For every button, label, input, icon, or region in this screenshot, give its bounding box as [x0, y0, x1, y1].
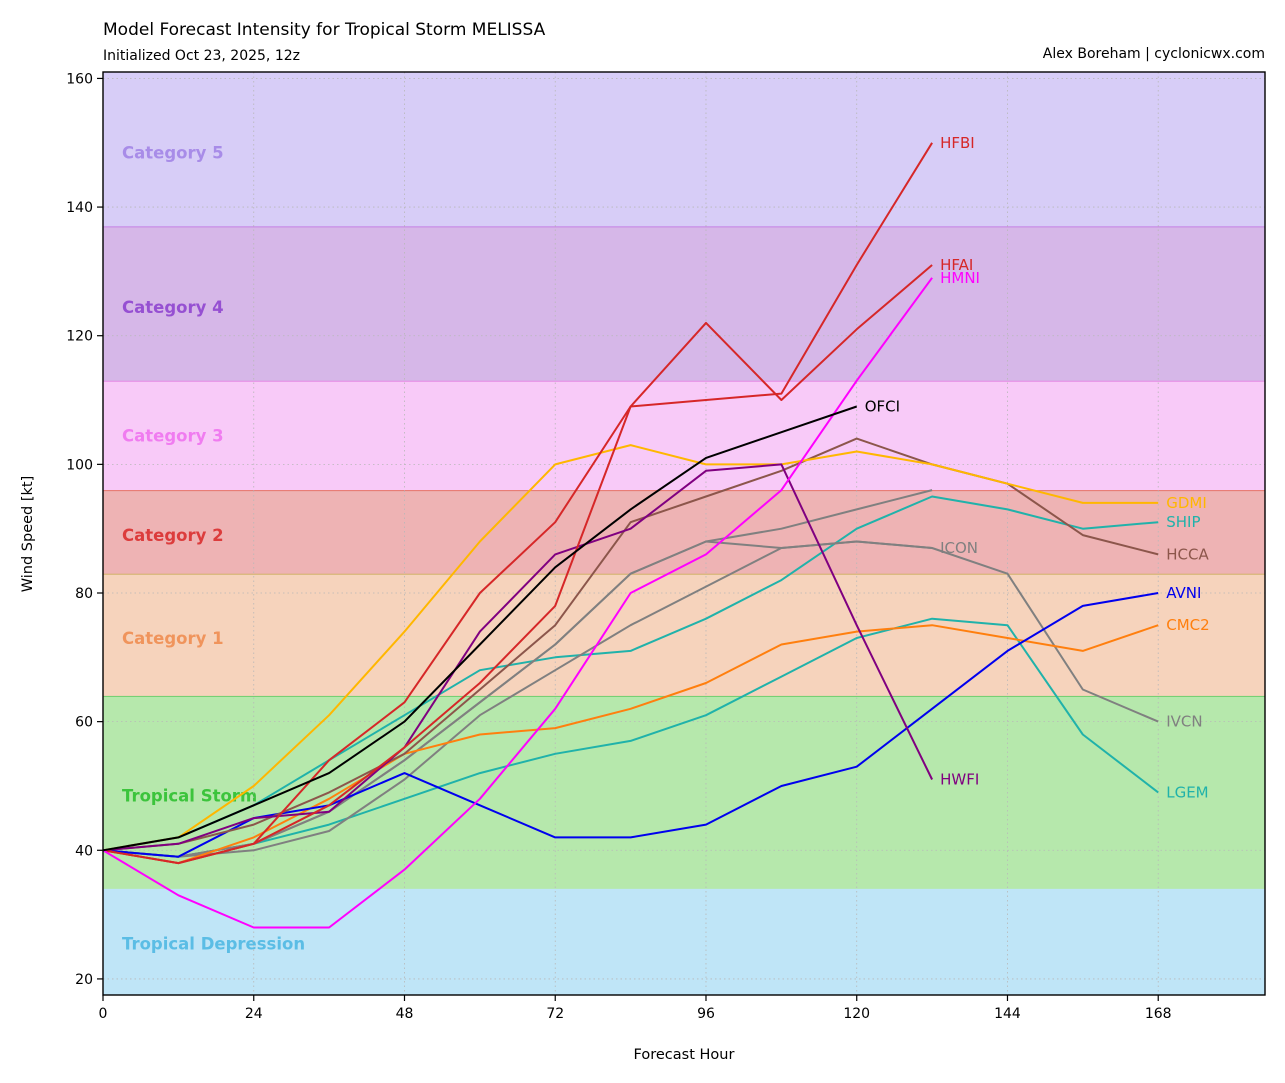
series-line-gdmi — [102, 444, 1159, 852]
gridlines — [102, 72, 1265, 995]
series-line-hwfi — [102, 463, 933, 852]
series-line-hmni — [102, 277, 933, 929]
band-category-4 — [103, 226, 1265, 381]
series-label-icon: ICON — [940, 539, 978, 557]
x-tick-label: 72 — [546, 1006, 564, 1022]
y-tick-label: 140 — [66, 200, 93, 216]
series-label-ivcn: IVCN — [1166, 713, 1202, 731]
x-tick-label: 24 — [245, 1006, 263, 1022]
y-tick-label: 20 — [75, 972, 93, 988]
series-label-ship: SHIP — [1166, 513, 1200, 531]
x-tick-label: 168 — [1145, 1006, 1172, 1022]
band-label-category-2: Category 2 — [122, 526, 224, 545]
x-axis-label: Forecast Hour — [634, 1047, 735, 1063]
x-tick-label: 144 — [994, 1006, 1021, 1022]
y-tick-label: 160 — [66, 71, 93, 87]
series-line-ofci — [102, 405, 858, 852]
band-tropical-storm — [103, 695, 1265, 889]
chart-title: Model Forecast Intensity for Tropical St… — [103, 20, 546, 40]
y-tick-label: 120 — [66, 329, 93, 345]
axis-ticks: 0 24 48 72 96 120 144 168 20 40 60 80 100 120 140 160 — [66, 71, 1171, 1022]
band-category-5 — [103, 72, 1265, 227]
band-label-tropical-storm: Tropical Storm — [122, 787, 257, 806]
series-label-hwfi: HWFI — [940, 771, 979, 789]
series-label-ofci: OFCI — [865, 397, 900, 415]
series-label-hfbi: HFBI — [940, 134, 975, 152]
series-line-cmc2 — [102, 624, 1159, 865]
x-tick-label: 120 — [843, 1006, 870, 1022]
y-tick-label: 100 — [66, 457, 93, 473]
series-label-lgem: LGEM — [1166, 783, 1208, 801]
series-label-gdmi: GDMI — [1166, 494, 1207, 512]
series-line-ivcn — [102, 540, 1159, 858]
band-label-tropical-depression: Tropical Depression — [122, 935, 305, 954]
x-tick-label: 96 — [697, 1006, 715, 1022]
series-label-avni: AVNI — [1166, 584, 1201, 602]
band-label-category-1: Category 1 — [122, 629, 224, 648]
series-label-cmc2: CMC2 — [1166, 616, 1209, 634]
x-tick-label: 48 — [396, 1006, 414, 1022]
band-category-1 — [103, 573, 1265, 696]
y-tick-label: 80 — [75, 586, 93, 602]
band-label-category-4: Category 4 — [122, 298, 224, 317]
y-tick-label: 40 — [75, 843, 93, 859]
y-axis-label: Wind Speed [kt] — [20, 476, 36, 593]
chart-subtitle: Initialized Oct 23, 2025, 12z — [103, 48, 300, 64]
series-line-icon — [102, 540, 933, 858]
series-label-hcca: HCCA — [1166, 545, 1209, 563]
band-label-category-5: Category 5 — [122, 143, 224, 162]
band-label-category-3: Category 3 — [122, 426, 224, 445]
series-line-lgem — [102, 617, 1159, 858]
chart-credit: Alex Boreham | cyclonicwx.com — [1043, 46, 1265, 62]
series-line-hfai — [102, 264, 933, 865]
intensity-bands: Tropical Depression Tropical Storm Categor… — [103, 72, 1265, 995]
band-tropical-depression — [103, 888, 1265, 995]
series-label-hmni: HMNI — [940, 269, 980, 287]
series-line-ship — [102, 495, 1159, 852]
model-series: LGEM SHIP IVCN ICON CMC2 AVNI HCCA GDMI HWFI HFBI… — [102, 134, 1210, 929]
plot-frame — [102, 71, 1266, 996]
series-label-hfai: HFAI — [940, 256, 973, 274]
x-tick-label: 0 — [99, 1006, 108, 1022]
y-tick-label: 60 — [75, 715, 93, 731]
